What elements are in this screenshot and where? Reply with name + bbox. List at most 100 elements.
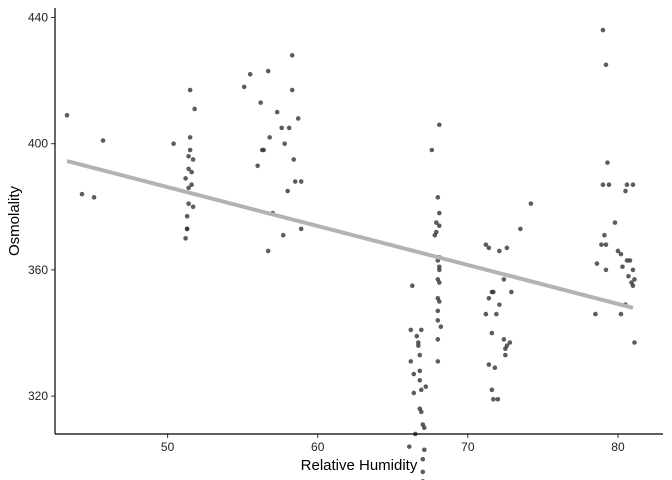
data-point — [504, 343, 510, 348]
data-point — [419, 409, 424, 415]
data-point — [492, 365, 498, 371]
data-point — [435, 195, 441, 200]
data-point — [632, 277, 637, 282]
data-point — [603, 267, 609, 273]
data-point — [437, 264, 442, 270]
data-point — [483, 242, 489, 247]
data-point — [298, 179, 304, 184]
data-point — [507, 340, 513, 345]
data-point — [282, 141, 287, 146]
data-point — [286, 125, 292, 131]
data-point — [408, 327, 414, 333]
data-point — [247, 71, 253, 77]
data-point — [437, 267, 442, 273]
data-point — [289, 53, 295, 58]
data-point — [184, 213, 190, 219]
data-point — [422, 425, 427, 430]
data-point — [438, 324, 444, 330]
data-point — [258, 100, 263, 105]
data-point — [518, 226, 523, 232]
data-point — [187, 135, 193, 140]
data-point — [411, 390, 417, 396]
data-point — [504, 245, 510, 251]
x-tick-label: 80 — [611, 440, 625, 454]
data-point — [489, 387, 495, 393]
data-point — [409, 283, 415, 288]
data-point — [279, 125, 284, 131]
data-point — [417, 378, 423, 383]
data-point — [603, 242, 609, 247]
data-point — [501, 337, 507, 342]
data-point — [497, 248, 502, 254]
y-axis-title: Osmolality — [6, 185, 23, 256]
data-point — [91, 195, 97, 200]
data-point — [437, 122, 442, 128]
data-point — [285, 188, 290, 194]
data-point — [186, 185, 191, 191]
data-point — [509, 289, 514, 295]
data-point — [265, 68, 271, 74]
data-point — [486, 245, 492, 251]
data-point — [435, 337, 441, 342]
data-point — [414, 333, 420, 339]
data-point — [186, 201, 191, 206]
data-point — [187, 87, 193, 93]
data-point — [417, 368, 423, 374]
data-point — [183, 236, 188, 241]
data-point — [624, 182, 630, 188]
data-point — [417, 352, 423, 358]
x-tick-label: 60 — [311, 440, 325, 454]
data-point — [186, 166, 191, 172]
data-point — [419, 327, 424, 333]
data-point — [630, 182, 636, 188]
data-point — [630, 267, 636, 273]
data-point — [623, 188, 628, 194]
data-point — [618, 311, 624, 317]
data-point — [491, 396, 496, 402]
data-point — [186, 154, 191, 159]
data-point — [615, 248, 621, 254]
data-point — [411, 371, 417, 377]
data-point — [419, 387, 424, 393]
data-point — [600, 27, 606, 33]
data-point — [486, 296, 492, 301]
data-point — [630, 283, 636, 288]
data-point — [494, 311, 499, 317]
x-axis-title: Relative Humidity — [301, 457, 418, 474]
data-point — [189, 169, 194, 175]
data-point — [192, 106, 197, 112]
data-point — [420, 469, 426, 475]
data-point — [437, 280, 442, 285]
data-point — [501, 277, 507, 282]
data-point — [295, 116, 301, 121]
data-point — [486, 362, 492, 367]
data-point — [280, 232, 286, 238]
data-point — [289, 87, 295, 93]
data-point — [171, 141, 176, 146]
data-point — [189, 182, 194, 188]
data-point — [602, 232, 607, 238]
data-point — [603, 62, 609, 68]
y-tick-label: 360 — [28, 263, 48, 277]
x-tick-label: 70 — [461, 440, 475, 454]
data-point — [495, 396, 501, 402]
data-point — [435, 318, 441, 323]
data-points — [64, 27, 637, 480]
data-point — [64, 112, 70, 118]
data-point — [423, 384, 429, 389]
data-point — [274, 109, 280, 115]
data-point — [291, 157, 296, 162]
data-point — [298, 226, 304, 232]
data-point — [267, 135, 272, 140]
data-point — [606, 182, 612, 188]
data-point — [190, 157, 196, 162]
data-point — [434, 229, 439, 235]
data-point — [605, 160, 610, 165]
data-point — [79, 191, 85, 197]
data-point — [437, 210, 442, 216]
y-tick-label: 320 — [28, 389, 48, 403]
data-point — [187, 147, 193, 153]
data-point — [437, 223, 442, 229]
data-point — [415, 340, 421, 345]
